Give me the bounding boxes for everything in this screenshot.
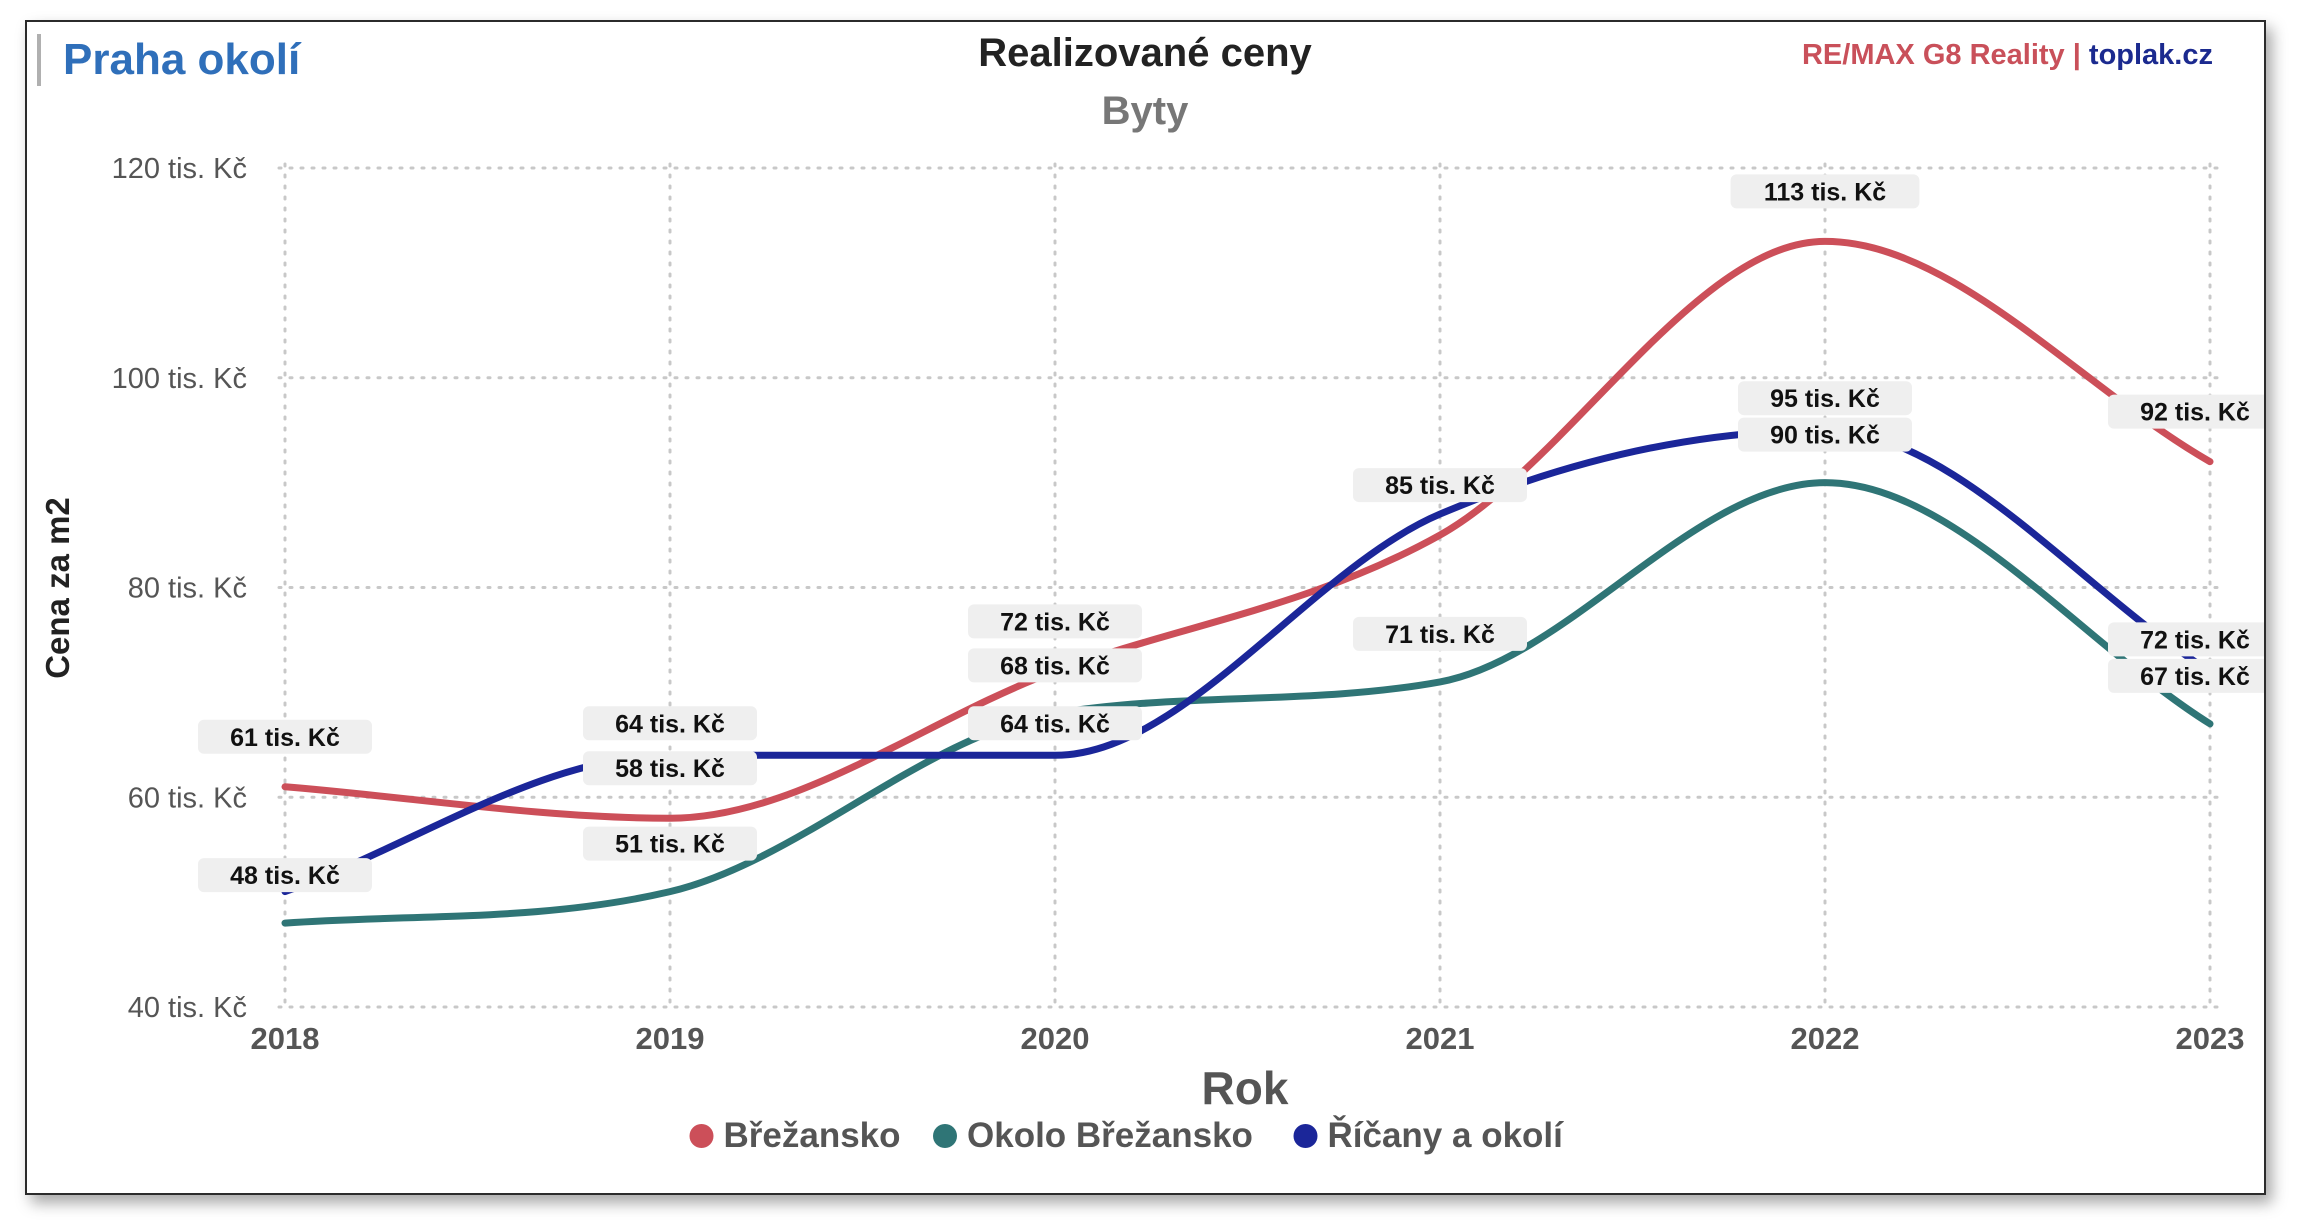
title-accent-bar xyxy=(37,34,41,86)
series-lines xyxy=(281,237,2214,927)
data-label: 67 tis. Kč xyxy=(2108,658,2264,693)
chart-subtitle: Byty xyxy=(1102,89,1189,133)
region-title: Praha okolí xyxy=(63,35,302,84)
data-label-box xyxy=(968,604,1142,639)
y-tick-label: 120 tis. Kč xyxy=(112,153,247,185)
data-label: 95 tis. Kč xyxy=(1738,381,1912,416)
x-tick-label: 2018 xyxy=(251,1021,320,1056)
legend-label: Říčany a okolí xyxy=(1328,1115,1565,1155)
brand-line: RE/MAX G8 Reality | toplak.cz xyxy=(1802,39,2213,71)
data-label: 71 tis. Kč xyxy=(1353,616,1527,651)
data-label-box xyxy=(1730,174,1920,209)
x-axis-label: Rok xyxy=(1202,1062,1289,1114)
data-label-text: 90 tis. Kč xyxy=(1770,422,1880,450)
brand-remax: RE/MAX G8 Reality xyxy=(1802,39,2065,71)
legend-label: Okolo Břežansko xyxy=(967,1116,1253,1155)
brand-separator: | xyxy=(2065,39,2089,71)
data-label-box xyxy=(198,719,372,754)
data-label-text: 58 tis. Kč xyxy=(615,755,725,783)
legend-label: Břežansko xyxy=(724,1116,901,1155)
data-label-box xyxy=(1738,381,1912,416)
x-tick-label: 2023 xyxy=(2176,1021,2245,1056)
x-tick-label: 2021 xyxy=(1406,1021,1475,1056)
data-label-text: 64 tis. Kč xyxy=(615,710,725,738)
data-label: 61 tis. Kč xyxy=(198,719,372,754)
data-label-text: 48 tis. Kč xyxy=(230,862,340,890)
legend-marker xyxy=(689,1124,714,1148)
chart-canvas: Praha okolí Realizované ceny Byty RE/MAX… xyxy=(37,31,2264,1155)
brand-toplak: toplak.cz xyxy=(2089,39,2213,71)
x-tick-label: 2019 xyxy=(636,1021,705,1056)
data-label-text: 85 tis. Kč xyxy=(1385,472,1495,500)
legend-item-ricany-a-okoli: Říčany a okolí xyxy=(1293,1115,1565,1155)
data-label-box xyxy=(2108,394,2264,429)
series-line-okolo-brezansko xyxy=(281,479,2214,927)
data-label-text: 92 tis. Kč xyxy=(2140,399,2250,427)
data-label-text: 72 tis. Kč xyxy=(2140,626,2250,654)
data-label: 72 tis. Kč xyxy=(2108,622,2264,657)
y-axis-label: Cena za m2 xyxy=(39,497,76,679)
data-label-text: 51 tis. Kč xyxy=(615,831,725,859)
data-label: 48 tis. Kč xyxy=(198,858,372,893)
data-label-box xyxy=(1738,417,1912,452)
data-label-box xyxy=(583,706,757,741)
data-label: 68 tis. Kč xyxy=(968,648,1142,683)
data-label-text: 95 tis. Kč xyxy=(1770,385,1880,413)
data-label-box xyxy=(583,751,757,786)
y-tick-label: 100 tis. Kč xyxy=(112,363,247,395)
y-tick-label: 80 tis. Kč xyxy=(128,573,247,605)
data-label: 72 tis. Kč xyxy=(968,604,1142,639)
data-label-text: 113 tis. Kč xyxy=(1764,178,1886,206)
data-label-text: 64 tis. Kč xyxy=(1000,710,1110,738)
data-label: 85 tis. Kč xyxy=(1353,468,1527,503)
data-label-box xyxy=(198,858,372,893)
data-labels: 61 tis. Kč 58 tis. Kč 72 tis. Kč 85 tis. Kč… xyxy=(198,174,2264,893)
data-label-box xyxy=(968,648,1142,683)
data-label: 51 tis. Kč xyxy=(583,826,757,861)
legend-marker xyxy=(933,1124,957,1148)
legend-marker xyxy=(1293,1124,1318,1148)
data-label-box xyxy=(968,706,1142,741)
data-label-text: 71 tis. Kč xyxy=(1385,621,1495,649)
data-label: 64 tis. Kč xyxy=(968,706,1142,741)
y-axis-ticks: 40 tis. Kč 60 tis. Kč 80 tis. Kč 100 tis. K… xyxy=(112,153,247,1024)
data-label-box xyxy=(1353,616,1527,651)
data-label-text: 68 tis. Kč xyxy=(1000,652,1110,680)
x-tick-label: 2020 xyxy=(1021,1021,1090,1056)
y-tick-label: 40 tis. Kč xyxy=(128,992,247,1024)
legend-item-brezansko: Břežansko xyxy=(689,1116,901,1155)
x-tick-label: 2022 xyxy=(1791,1021,1860,1056)
data-label: 64 tis. Kč xyxy=(583,706,757,741)
chart-card: Praha okolí Realizované ceny Byty RE/MAX… xyxy=(25,20,2266,1195)
series-line-ricany-a-okoli xyxy=(281,426,2214,896)
data-label-box xyxy=(1353,468,1527,503)
series-line-brezansko xyxy=(281,237,2214,822)
data-label-box xyxy=(2108,658,2264,693)
legend-item-okolo-brezansko: Okolo Břežansko xyxy=(933,1116,1253,1155)
data-label: 90 tis. Kč xyxy=(1738,417,1912,452)
data-label-box xyxy=(583,826,757,861)
grid xyxy=(277,162,2224,1009)
data-label: 113 tis. Kč xyxy=(1730,174,1920,209)
y-tick-label: 60 tis. Kč xyxy=(128,782,247,814)
data-label-text: 72 tis. Kč xyxy=(1000,608,1110,636)
data-label-text: 67 tis. Kč xyxy=(2140,663,2250,691)
x-axis-ticks: 2018 2019 2020 2021 2022 2023 xyxy=(251,1021,2245,1056)
legend: Břežansko Okolo Břežansko Říčany a okolí xyxy=(689,1115,1565,1155)
chart-title: Realizované ceny xyxy=(978,31,1312,75)
data-label: 58 tis. Kč xyxy=(583,751,757,786)
data-label: 92 tis. Kč xyxy=(2108,394,2264,429)
data-label-box xyxy=(2108,622,2264,657)
data-label-text: 61 tis. Kč xyxy=(230,724,340,752)
